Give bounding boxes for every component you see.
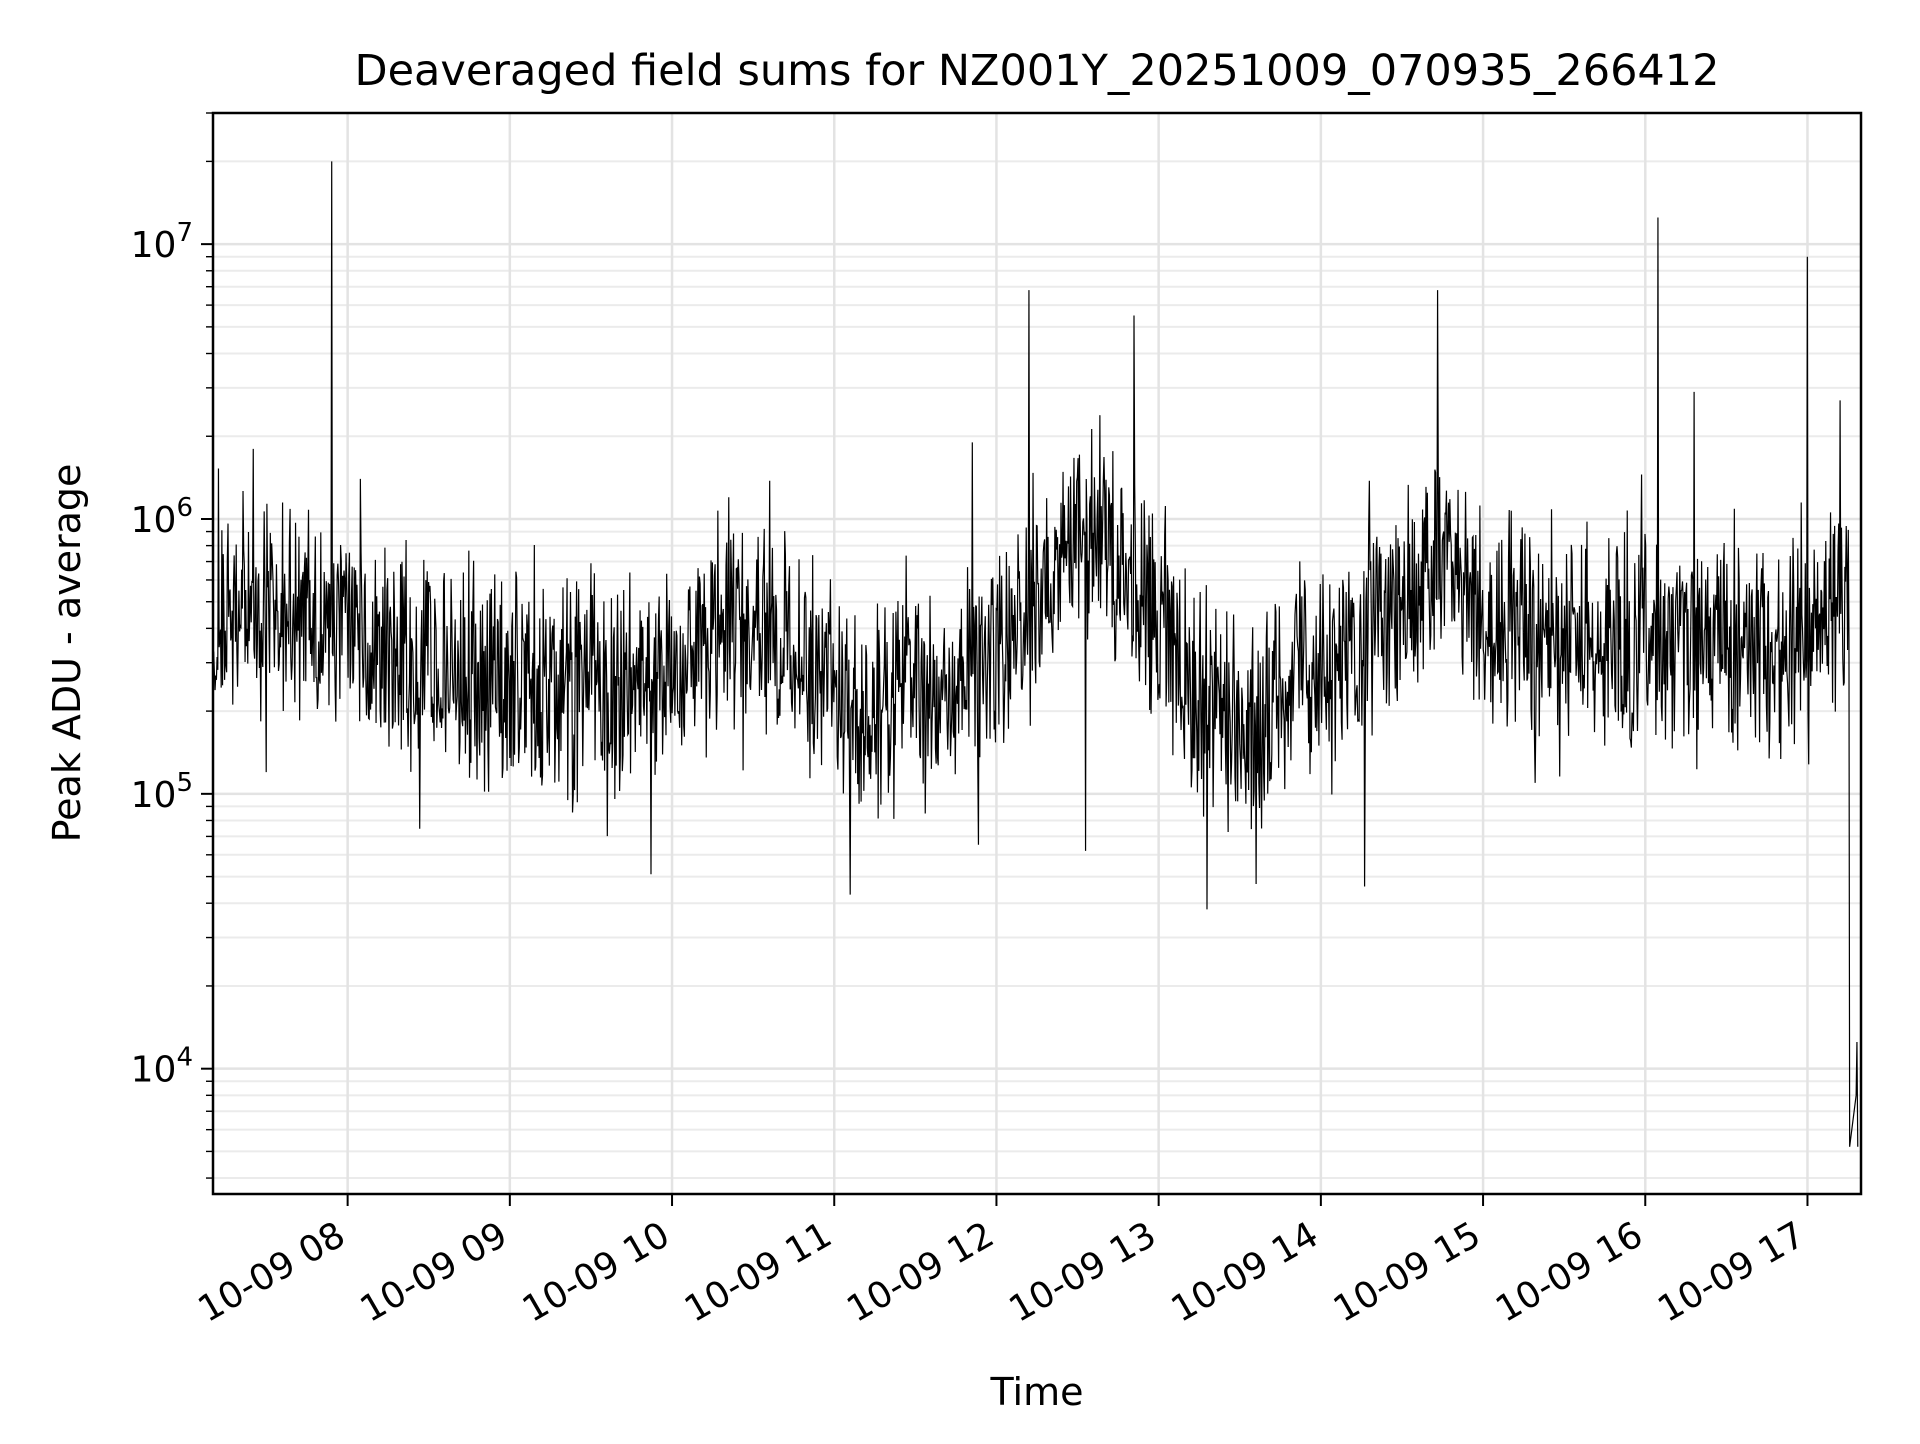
y-tick-label: 106 <box>131 493 193 541</box>
plot-frame <box>211 111 1863 1196</box>
y-tick-label: 104 <box>131 1043 193 1091</box>
y-tick-label: 107 <box>131 218 193 266</box>
y-axis-label: Peak ADU - average <box>45 464 89 843</box>
chart-title: Deaveraged field sums for NZ001Y_2025100… <box>354 46 1719 96</box>
x-axis-label: Time <box>990 1370 1084 1414</box>
series-line <box>212 161 1859 1147</box>
y-tick-label: 105 <box>131 768 193 816</box>
series-layer <box>212 161 1859 1147</box>
